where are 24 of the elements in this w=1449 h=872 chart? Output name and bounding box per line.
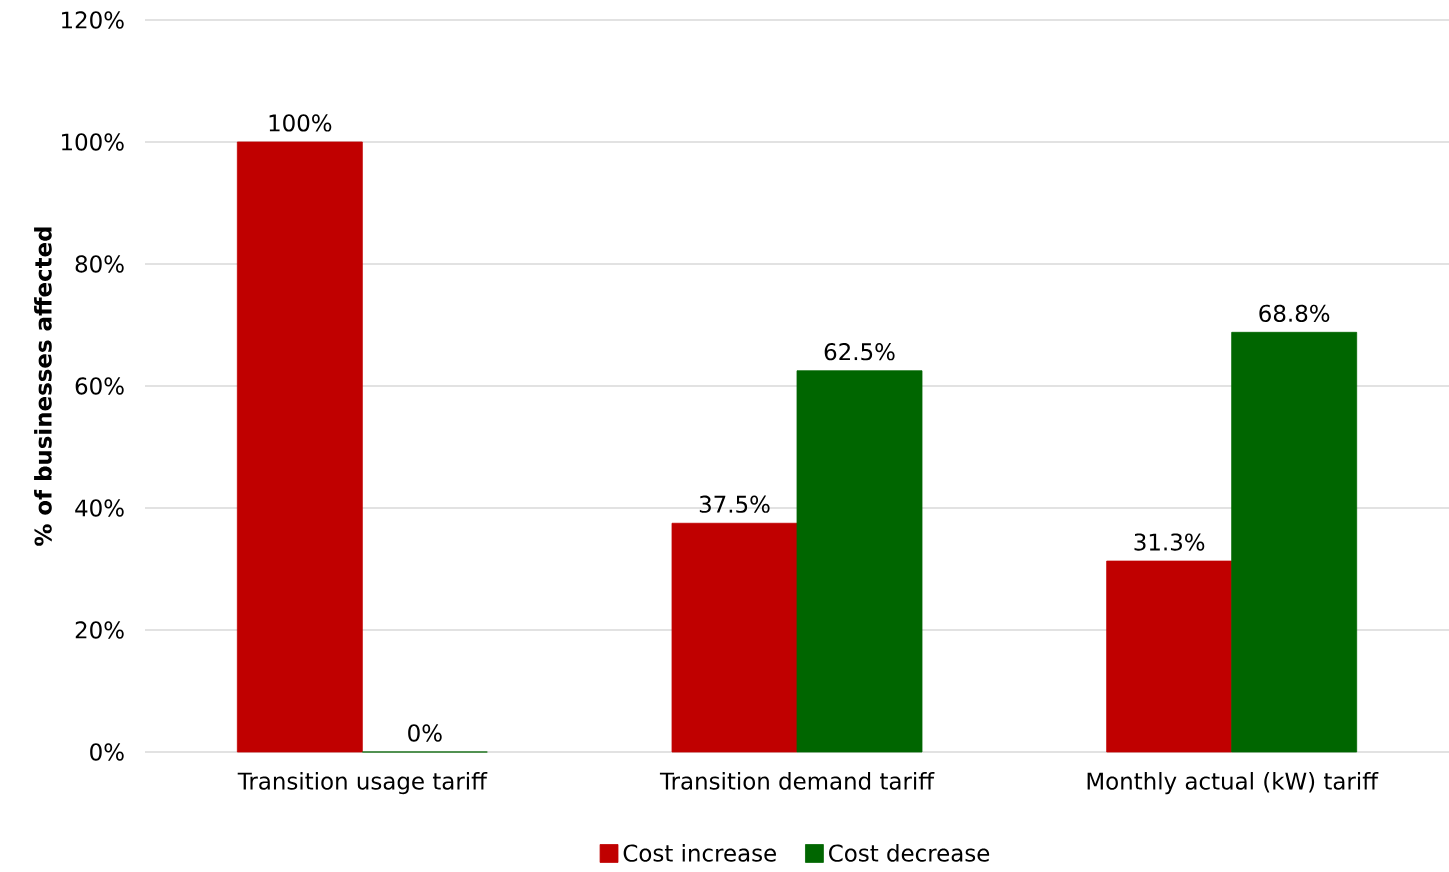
data-label: 68.8%: [1259, 304, 1330, 322]
y-axis-title: % of businesses affected: [34, 227, 52, 546]
y-tick-label: 40%: [75, 499, 124, 517]
y-tick-label: 60%: [75, 377, 124, 395]
data-label: 100%: [269, 114, 332, 132]
y-tick-label: 80%: [75, 255, 124, 273]
bar: [1106, 560, 1233, 753]
bar: [236, 141, 363, 753]
data-label: 62.5%: [824, 343, 895, 361]
bar: [796, 370, 923, 753]
data-label: 31.3%: [1134, 533, 1205, 551]
y-tick-label: 120%: [62, 11, 124, 29]
legend-label: Cost increase: [623, 844, 776, 862]
data-label: 0%: [408, 724, 442, 742]
bar: [1231, 331, 1358, 753]
data-label: 37.5%: [699, 495, 770, 513]
bar: [671, 522, 798, 753]
x-tick-label: Transition usage tariff: [237, 771, 488, 795]
y-tick-label: 100%: [62, 133, 124, 151]
y-tick-label: 20%: [75, 621, 124, 639]
legend-label: Cost decrease: [829, 844, 990, 862]
y-tick-label: 0%: [90, 743, 124, 761]
x-tick-label: Monthly actual (kW) tariff: [1087, 771, 1379, 795]
x-tick-label: Transition demand tariff: [659, 771, 935, 790]
